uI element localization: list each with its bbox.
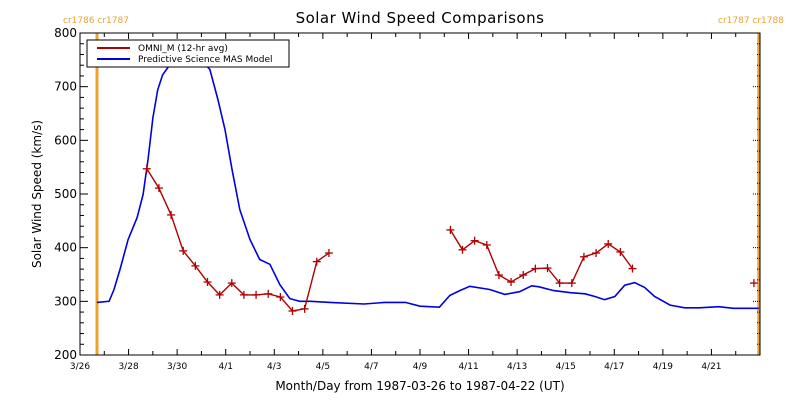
legend: OMNI_M (12-hr avg) Predictive Science MA… [86,39,290,68]
x-tick-label: 4/19 [653,362,673,372]
omni-data-point [215,290,224,299]
omni-data-point [519,271,528,280]
y-tick-label: 700 [54,80,77,94]
x-tick-label: 3/26 [70,362,90,372]
omni-data-point [239,290,248,299]
omni-data-point [555,279,564,288]
y-tick-label: 500 [54,187,77,201]
omni-data-point [592,249,601,258]
omni-data-point [482,240,491,249]
omni-data-point [252,290,261,299]
omni-data-point [276,293,285,302]
x-tick-label: 4/3 [267,362,281,372]
omni-data-point [167,210,176,219]
omni-data-point [507,278,516,287]
omni-data-point [470,236,479,245]
omni-data-point [203,278,212,287]
omni-line-segment-1 [449,229,634,284]
mas-line-segment-0 [96,55,759,310]
omni-data-point [458,245,467,254]
x-tick-label: 4/9 [413,362,428,372]
cr-label-left: cr1786 cr1787 [63,16,129,26]
omni-data-point [579,252,588,261]
omni-data-point [616,247,625,256]
omni-data-point [531,264,540,273]
series-layer [96,55,759,315]
x-tick-label: 3/28 [118,362,138,372]
omni-data-point [543,264,552,273]
chart-title: Solar Wind Speed Comparisons [296,9,545,27]
y-tick-label: 300 [54,294,77,308]
x-tick-label: 4/11 [458,362,478,372]
x-tick-label: 4/21 [701,362,721,372]
x-tick-label: 3/30 [167,362,187,372]
omni-data-point [749,279,758,288]
x-tick-label: 4/7 [364,362,378,372]
legend-label-omni: OMNI_M (12-hr avg) [138,44,228,54]
omni-data-point [604,239,613,248]
omni-line-segment-0 [146,168,330,312]
omni-data-point [300,304,309,313]
x-tick-label: 4/5 [316,362,330,372]
omni-data-point [179,246,188,255]
y-tick-label: 400 [54,241,77,255]
carrington-lines [95,33,761,355]
omni-data-point [567,279,576,288]
x-axis-label: Month/Day from 1987-03-26 to 1987-04-22 … [275,379,564,393]
x-tick-label: 4/13 [507,362,527,372]
x-tick-label: 4/15 [556,362,576,372]
omni-data-point [191,261,200,270]
y-tick-label: 800 [54,26,77,40]
omni-data-point [312,257,321,266]
omni-data-point [324,249,333,258]
cr-label-right: cr1787 cr1788 [718,16,784,26]
y-axis-label: Solar Wind Speed (km/s) [30,120,44,268]
omni-data-point [494,271,503,280]
y-tick-label: 600 [54,133,77,147]
x-tick-label: 4/1 [218,362,232,372]
y-tick-label: 200 [54,348,77,362]
omni-data-point [288,306,297,315]
x-tick-label: 4/17 [604,362,624,372]
omni-data-point [227,279,236,288]
omni-data-point [154,184,163,193]
legend-label-mas: Predictive Science MAS Model [138,55,273,65]
legend-box [86,39,290,68]
axis-ticks: 3/26 3/28 3/30 4/1 4/3 4/5 4/7 4/9 4/11 4/13 4/15 4… [54,26,761,372]
omni-data-point [446,225,455,234]
omni-data-point [142,164,151,173]
omni-data-point [264,289,273,298]
omni-data-point [628,264,637,273]
